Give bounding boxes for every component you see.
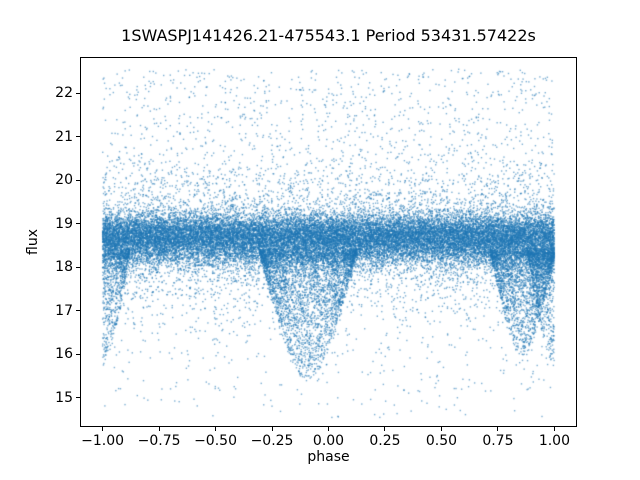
y-tick — [76, 92, 80, 94]
x-axis-label: phase — [307, 449, 350, 465]
x-tick — [497, 427, 499, 431]
y-tick — [76, 310, 80, 312]
x-tick-label: −0.75 — [137, 433, 181, 449]
x-tick-label: −0.50 — [194, 433, 237, 449]
y-tick-label: 17 — [55, 302, 73, 319]
scatter-points-canvas — [80, 57, 577, 427]
x-tick-label: 1.00 — [538, 433, 570, 449]
y-tick-label: 19 — [55, 215, 73, 232]
y-tick-label: 21 — [55, 128, 73, 145]
y-tick-label: 18 — [55, 259, 73, 276]
y-tick-label: 20 — [55, 172, 73, 189]
chart-title: 1SWASPJ141426.21-475543.1 Period 53431.5… — [121, 26, 536, 45]
x-tick — [440, 427, 442, 431]
y-tick-label: 22 — [55, 85, 73, 102]
x-tick — [158, 427, 160, 431]
y-tick — [76, 397, 80, 399]
x-tick — [553, 427, 555, 431]
x-tick — [271, 427, 273, 431]
y-tick — [76, 136, 80, 138]
y-tick-label: 15 — [55, 389, 73, 406]
y-tick-label: 16 — [55, 346, 73, 363]
x-tick-label: −0.25 — [250, 433, 294, 449]
x-tick-label: −1.00 — [81, 433, 125, 449]
x-tick — [215, 427, 217, 431]
y-tick — [76, 179, 80, 181]
x-tick-label: 0.75 — [482, 433, 514, 449]
x-tick — [384, 427, 386, 431]
x-tick-label: 0.00 — [312, 433, 345, 449]
y-tick — [76, 266, 80, 268]
y-tick — [76, 223, 80, 225]
y-axis-label: flux — [25, 229, 41, 255]
x-tick — [328, 427, 329, 431]
y-tick — [76, 353, 80, 355]
x-tick — [102, 427, 104, 431]
x-tick-label: 0.50 — [425, 433, 458, 449]
x-tick-label: 0.25 — [369, 433, 401, 449]
